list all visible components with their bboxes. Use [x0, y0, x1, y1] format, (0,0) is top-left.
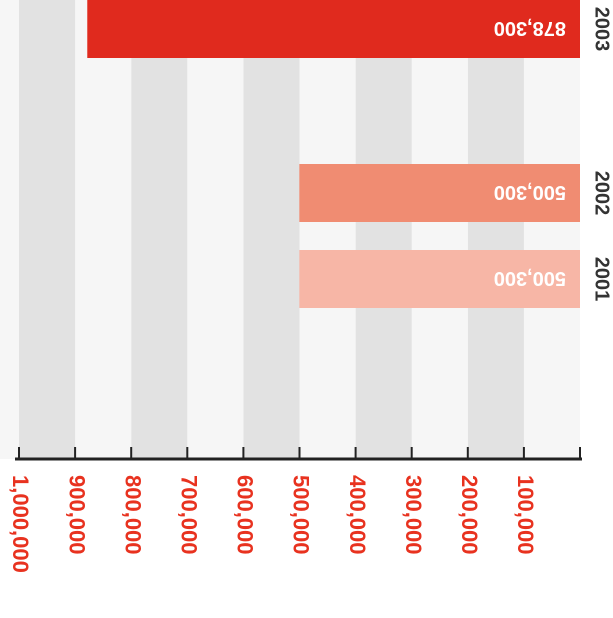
grid-band	[355, 0, 412, 459]
bars: 500,300 500,300 878,300	[87, 0, 580, 308]
category-labels: 2001 2002 2003	[591, 7, 613, 302]
value-tick-label: 300,000	[401, 475, 426, 555]
grid-band	[131, 0, 188, 459]
bar-value-label: 500,300	[494, 267, 566, 289]
value-tick-label: 500,000	[289, 475, 314, 555]
bar-2001	[299, 250, 580, 308]
grid-band	[523, 0, 580, 459]
grid-band	[75, 0, 132, 459]
grid-band	[411, 0, 468, 459]
grid-band	[299, 0, 356, 459]
tick-labels: 100,000 200,000 300,000 400,000 500,000 600,0…	[8, 475, 538, 573]
value-tick-label: 200,000	[457, 475, 482, 555]
bar-2002	[299, 164, 580, 222]
bar-value-label: 500,300	[494, 181, 566, 203]
category-label: 2002	[591, 171, 613, 216]
grid-band	[187, 0, 244, 459]
category-label: 2001	[591, 257, 613, 302]
value-tick-label: 1,000,000	[8, 475, 33, 573]
grid-band	[19, 0, 76, 459]
value-tick-label: 600,000	[233, 475, 258, 555]
value-tick-label: 700,000	[176, 475, 201, 555]
value-tick-label: 900,000	[64, 475, 89, 555]
bar-2003	[87, 0, 580, 58]
grid-bands	[0, 0, 580, 459]
grid-band	[243, 0, 300, 459]
grid-band	[467, 0, 524, 459]
grid-band	[0, 0, 19, 459]
bar-value-label: 878,300	[494, 17, 566, 39]
value-axis	[15, 447, 582, 461]
value-tick-label: 100,000	[513, 475, 538, 555]
value-tick-label: 400,000	[345, 475, 370, 555]
value-tick-label: 800,000	[120, 475, 145, 555]
category-label: 2003	[591, 7, 613, 52]
